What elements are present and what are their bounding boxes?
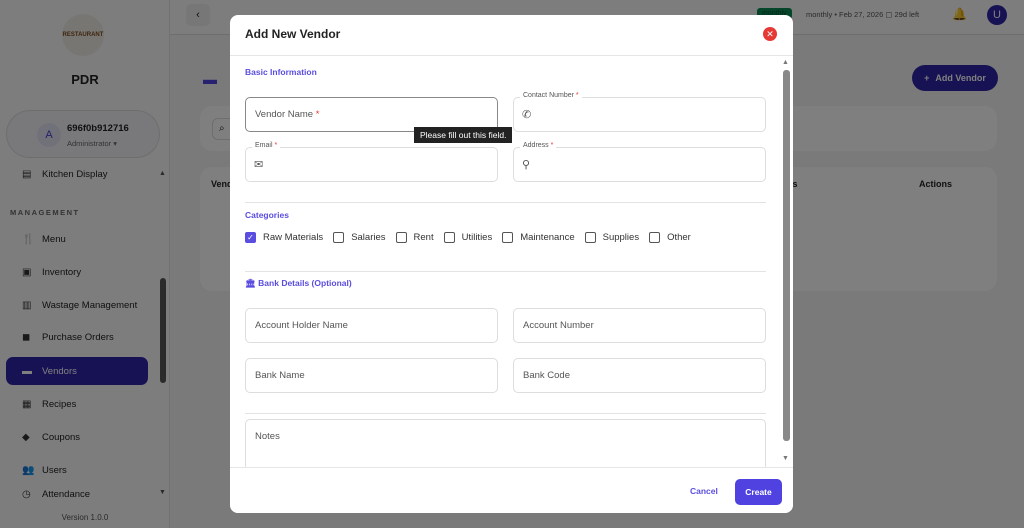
bank-section-label: Bank Details (Optional) [258,278,352,288]
checkbox[interactable] [333,232,345,243]
account-number-placeholder: Account Number [523,320,594,331]
category-label: Utilities [461,232,493,243]
scroll-up-icon[interactable]: ▲ [782,59,789,66]
email-label: Email [255,142,273,149]
bank-code-input[interactable]: Bank Code [513,358,766,393]
divider [245,271,766,272]
category-maintenance[interactable]: Maintenance [502,232,575,243]
checkbox-checked-icon[interactable]: ✓ [245,232,256,243]
category-rent[interactable]: Rent [395,232,434,243]
location-pin-icon: ⚲ [522,159,531,171]
category-supplies[interactable]: Supplies [584,232,640,243]
category-label: Maintenance [520,232,575,243]
section-bank-details: 🏛 Bank Details (Optional) [245,278,352,289]
category-raw-materials[interactable]: ✓ Raw Materials [245,232,323,243]
category-checkboxes: ✓ Raw Materials Salaries Rent Utilities M… [245,232,701,243]
mail-icon: ✉ [254,159,264,171]
phone-icon: ✆ [522,109,532,121]
validation-tooltip: Please fill out this field. [414,127,513,143]
add-vendor-modal: Add New Vendor ✕ Basic Information Vendo… [230,15,793,513]
category-label: Raw Materials [263,232,324,243]
divider [245,202,766,203]
modal-title: Add New Vendor [245,27,341,41]
email-input[interactable]: Email * ✉ [245,142,498,182]
category-label: Supplies [602,232,640,243]
category-label: Other [667,232,691,243]
category-utilities[interactable]: Utilities [443,232,493,243]
contact-label: Contact Number [523,92,574,99]
scroll-down-icon[interactable]: ▼ [782,455,789,462]
vendor-name-input[interactable]: Vendor Name * [245,97,498,132]
account-holder-placeholder: Account Holder Name [255,320,348,331]
checkbox[interactable] [395,232,407,243]
close-icon: ✕ [766,28,774,39]
create-button[interactable]: Create [735,479,782,505]
bank-name-input[interactable]: Bank Name [245,358,498,393]
category-label: Salaries [351,232,386,243]
vendor-name-placeholder: Vendor Name [255,109,314,120]
category-salaries[interactable]: Salaries [333,232,386,243]
contact-number-input[interactable]: Contact Number * ✆ [513,92,766,132]
bank-code-placeholder: Bank Code [523,370,571,381]
section-categories: Categories [245,210,289,220]
account-number-input[interactable]: Account Number [513,308,766,343]
close-button[interactable]: ✕ [763,27,777,41]
checkbox[interactable] [584,232,596,243]
account-holder-input[interactable]: Account Holder Name [245,308,498,343]
checkbox[interactable] [649,232,661,243]
address-input[interactable]: Address * ⚲ [513,142,766,182]
bank-name-placeholder: Bank Name [255,370,305,381]
address-label: Address [523,142,549,149]
section-basic-info: Basic Information [245,67,317,77]
bank-icon: 🏛 [245,278,256,288]
modal-header: Add New Vendor ✕ [230,15,793,56]
checkbox[interactable] [443,232,455,243]
modal-scrollbar[interactable] [783,70,790,441]
cancel-button[interactable]: Cancel [690,486,718,496]
category-other[interactable]: Other [649,232,691,243]
notes-placeholder: Notes [255,431,280,442]
category-label: Rent [413,232,434,243]
divider [245,413,766,414]
checkbox[interactable] [502,232,514,243]
modal-footer: Cancel Create [230,467,793,513]
